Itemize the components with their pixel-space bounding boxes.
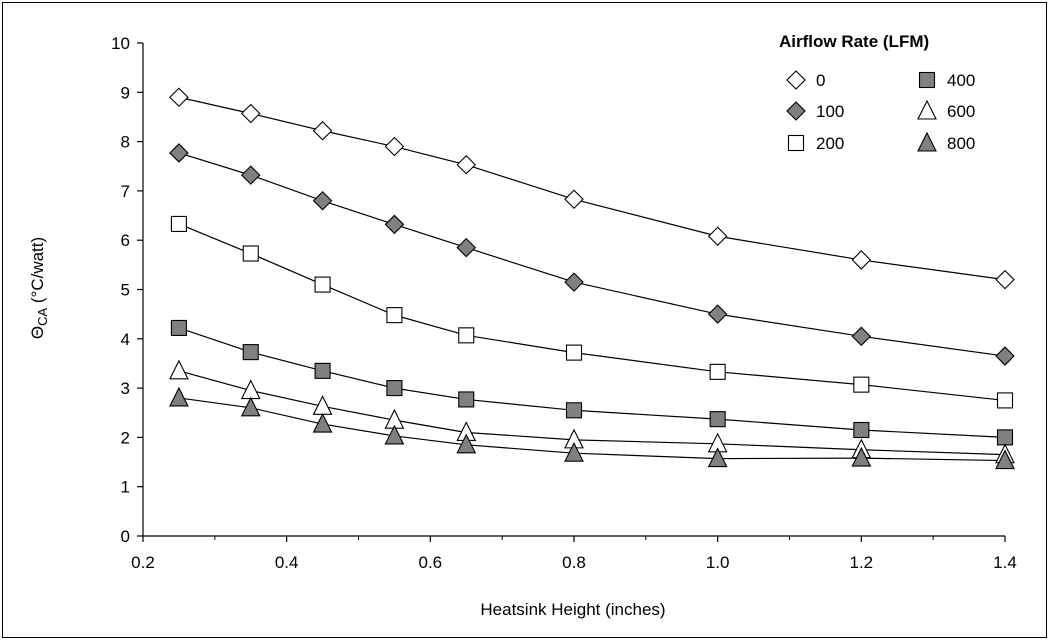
- data-point-100: [456, 237, 477, 258]
- data-point-800: [384, 424, 405, 445]
- x-tick-label: 0.2: [131, 553, 155, 572]
- data-point-400: [314, 362, 331, 379]
- data-point-100: [707, 304, 728, 324]
- y-axis-title: ΘCA (°C/watt): [28, 237, 50, 339]
- data-point-800: [995, 449, 1015, 470]
- data-point-800: [851, 446, 872, 467]
- data-point-200: [853, 376, 870, 393]
- data-point-200: [565, 344, 583, 361]
- legend-marker-600: [917, 99, 937, 120]
- data-point-400: [242, 344, 259, 361]
- legend-marker-100: [786, 101, 806, 121]
- y-tick-label: 0: [121, 527, 130, 546]
- y-tick-label: 4: [121, 330, 130, 349]
- data-point-100: [851, 326, 872, 347]
- data-point-600: [169, 359, 189, 380]
- data-point-400: [996, 429, 1014, 446]
- data-point-800: [456, 433, 477, 454]
- data-point-0: [707, 226, 728, 247]
- data-point-200: [996, 392, 1014, 409]
- y-tick-label: 6: [121, 231, 130, 250]
- x-tick-label: 1.4: [993, 553, 1017, 572]
- y-tick-label: 3: [121, 379, 130, 398]
- data-point-0: [456, 154, 477, 175]
- data-point-600: [240, 379, 261, 400]
- data-point-100: [384, 214, 405, 235]
- data-point-0: [312, 120, 333, 141]
- legend: Airflow Rate (LFM) 0 100 200 400 600 800: [779, 32, 975, 153]
- data-point-400: [853, 421, 870, 439]
- legend-label-0: 0: [816, 71, 825, 90]
- plot-lines: [178, 96, 1006, 462]
- data-point-200: [458, 327, 475, 344]
- data-point-400: [458, 391, 475, 408]
- y-tick-label: 1: [121, 478, 130, 497]
- x-tick-label: 0.6: [419, 553, 443, 572]
- legend-marker-400: [918, 71, 936, 89]
- x-axis-title: Heatsink Height (inches): [480, 600, 665, 619]
- y-tick-label: 5: [121, 281, 130, 300]
- legend-label-100: 100: [816, 102, 844, 121]
- data-point-400: [170, 319, 187, 337]
- x-tick-label: 0.8: [562, 553, 586, 572]
- data-point-0: [384, 136, 405, 157]
- series-line-200: [178, 223, 1006, 402]
- y-tick-label: 2: [121, 428, 130, 447]
- x-tick-label: 0.4: [275, 553, 299, 572]
- data-point-800: [169, 386, 189, 407]
- data-point-0: [240, 103, 261, 124]
- series-line-600: [178, 370, 1006, 456]
- x-tick-label: 1.2: [850, 553, 874, 572]
- x-tick-label: 1.0: [706, 553, 730, 572]
- legend-marker-200: [787, 134, 805, 152]
- axes: 0 1 2 3 4 5 6 7 8 9 10 0.2 0.4 0.6 0.8 1.0 1.2 1.4: [111, 34, 1017, 572]
- y-tick-label: 8: [121, 133, 130, 152]
- data-point-200: [170, 215, 187, 232]
- data-point-800: [564, 441, 584, 462]
- data-point-200: [314, 276, 331, 293]
- data-point-200: [709, 363, 726, 380]
- data-point-400: [565, 402, 583, 419]
- plot-markers: [169, 87, 1015, 470]
- legend-label-400: 400: [947, 71, 975, 90]
- data-point-800: [240, 396, 261, 417]
- y-axis-title-units: (°C/watt): [28, 237, 47, 308]
- data-point-800: [312, 412, 333, 433]
- data-point-100: [564, 272, 584, 292]
- y-axis-title-symbol: Θ: [28, 326, 47, 339]
- series-line-800: [178, 397, 1006, 462]
- legend-marker-800: [917, 131, 937, 152]
- y-axis-title-subscript: CA: [35, 308, 50, 326]
- legend-label-200: 200: [816, 134, 844, 153]
- data-point-200: [242, 245, 259, 262]
- series-line-100: [178, 152, 1006, 357]
- series-line-400: [178, 327, 1006, 438]
- y-tick-label: 7: [121, 182, 130, 201]
- data-point-200: [386, 307, 403, 324]
- data-point-0: [851, 250, 872, 270]
- data-point-0: [564, 189, 584, 210]
- data-point-100: [169, 143, 189, 163]
- y-tick-label: 9: [121, 83, 130, 102]
- data-point-0: [169, 87, 189, 108]
- data-point-800: [707, 447, 728, 468]
- y-tick-label: 10: [111, 34, 130, 53]
- data-point-100: [312, 190, 333, 211]
- heatsink-chart: 0 1 2 3 4 5 6 7 8 9 10 0.2 0.4 0.6 0.8 1.0 1.2 1.4 Heatsi…: [28, 32, 1017, 619]
- series-line-0: [178, 96, 1006, 281]
- legend-marker-0: [786, 70, 806, 90]
- data-point-100: [995, 346, 1015, 366]
- data-point-400: [386, 380, 403, 397]
- legend-title: Airflow Rate (LFM): [779, 32, 929, 51]
- data-point-400: [709, 411, 726, 428]
- data-point-0: [995, 269, 1015, 290]
- data-point-100: [240, 165, 261, 185]
- legend-label-800: 800: [947, 134, 975, 153]
- legend-label-600: 600: [947, 102, 975, 121]
